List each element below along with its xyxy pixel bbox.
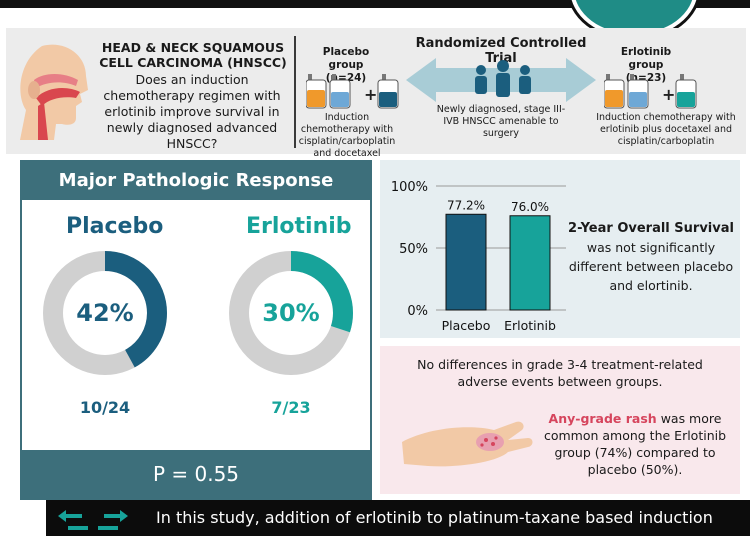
mpr-placebo-label: Placebo xyxy=(66,214,164,239)
os-category-erlotinib: Erlotinib xyxy=(504,318,556,333)
placebo-regimen: Induction chemotherapy with cisplatin/ca… xyxy=(298,112,396,159)
rct-title: Randomized Controlled Trial xyxy=(415,36,587,66)
randomization-arrow-icon xyxy=(406,58,596,102)
placebo-donut xyxy=(43,251,167,375)
overall-survival-text: 2-Year Overall Survival was not signific… xyxy=(566,218,736,295)
placebo-iv-bags-icon: + xyxy=(306,74,399,109)
research-question: Does an induction chemotherapy regimen w… xyxy=(103,72,281,151)
erlotinib-iv-bags-icon: + xyxy=(604,74,697,109)
mpr-placebo-fraction: 10/24 xyxy=(79,398,131,417)
arm-rash-icon xyxy=(402,421,533,467)
overall-survival-title: 2-Year Overall Survival xyxy=(568,221,734,236)
erlotinib-donut xyxy=(229,251,353,375)
rash-text: was more common among the Erlotinib grou… xyxy=(543,411,727,477)
study-design-header: HEAD & NECK SQUAMOUS CELL CARCINOMA (HNS… xyxy=(6,28,746,159)
double-arrow-icon xyxy=(58,510,128,530)
head-profile-icon xyxy=(20,44,88,140)
os-bar-placebo xyxy=(445,213,487,311)
mpr-title: Major Pathologic Response xyxy=(22,162,370,200)
conclusion-bar: In this study, addition of erlotinib to … xyxy=(46,500,750,536)
p-value: P = 0.55 xyxy=(22,450,370,498)
population-description: Newly diagnosed, stage III-IVB HNSCC ame… xyxy=(436,104,566,139)
overall-survival-chart: 100% 50% 0% 77.2% 76.0% Placebo Erlotini… xyxy=(391,180,566,333)
mpr-panel: Major Pathologic Response Placebo Erloti… xyxy=(20,160,372,500)
overall-survival-body: was not significantly different between … xyxy=(568,240,734,293)
os-category-placebo: Placebo xyxy=(442,318,491,333)
patients-icon xyxy=(475,60,531,97)
adverse-events-panel: No differences in grade 3-4 treatment-re… xyxy=(380,346,740,494)
os-value-label-erlotinib: 76.0% xyxy=(511,200,549,214)
ytick-label: 100% xyxy=(391,180,428,195)
disease-title: HEAD & NECK SQUAMOUS CELL CARCINOMA (HNS… xyxy=(99,40,287,70)
mpr-placebo-pct: 42% xyxy=(76,299,134,327)
erlotinib-group-title: Erlotinib group (n=23) xyxy=(620,46,672,84)
adverse-events-summary: No differences in grade 3-4 treatment-re… xyxy=(417,357,703,389)
top-bar xyxy=(0,0,750,8)
mpr-erlotinib-label: Erlotinib xyxy=(246,214,352,239)
os-value-label-placebo: 77.2% xyxy=(447,198,485,212)
erlotinib-donut-arc xyxy=(229,251,353,375)
ytick-label: 0% xyxy=(407,304,428,319)
rash-finding: Any-grade rash was more common among the… xyxy=(540,410,730,478)
os-bar-erlotinib xyxy=(509,215,551,311)
mpr-erlotinib-fraction: 7/23 xyxy=(271,398,311,417)
mpr-erlotinib-pct: 30% xyxy=(262,299,320,327)
erlotinib-regimen: Induction chemotherapy with erlotinib pl… xyxy=(596,112,736,147)
conclusion-text: In this study, addition of erlotinib to … xyxy=(156,508,713,527)
svg-text:+: + xyxy=(364,85,377,104)
placebo-donut-arc xyxy=(43,251,167,375)
svg-text:+: + xyxy=(662,85,675,104)
overall-survival-panel: 100% 50% 0% 77.2% 76.0% Placebo Erlotini… xyxy=(380,160,740,338)
divider xyxy=(294,36,296,148)
rash-highlight: Any-grade rash xyxy=(548,411,657,426)
ytick-label: 50% xyxy=(399,242,428,257)
